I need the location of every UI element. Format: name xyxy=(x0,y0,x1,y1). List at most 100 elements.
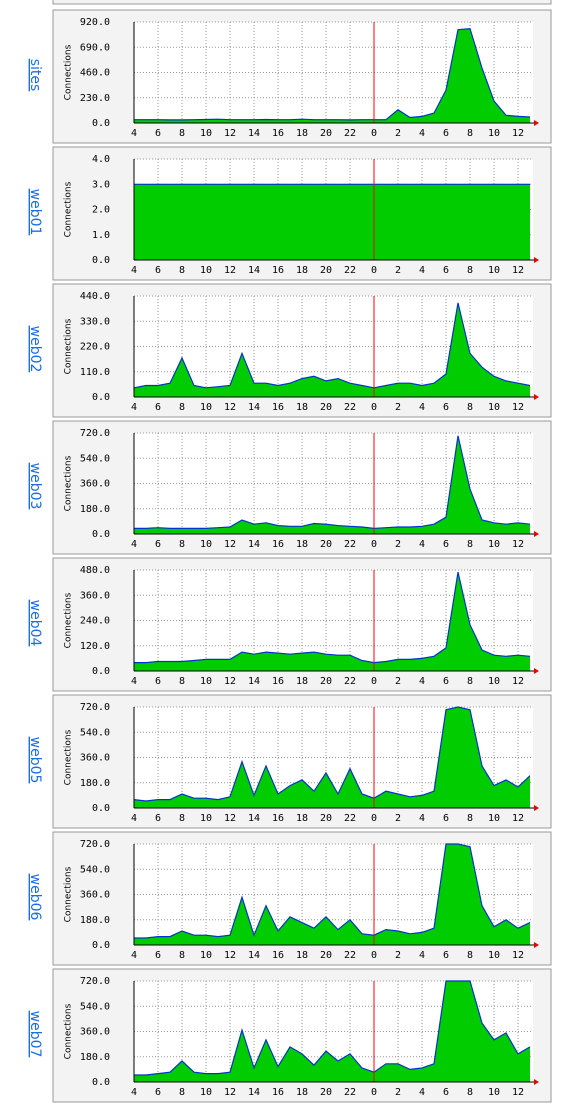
x-tick-label: 18 xyxy=(296,1087,308,1098)
area xyxy=(134,844,530,945)
y-tick-label: 0.0 xyxy=(92,529,110,540)
x-tick-label: 6 xyxy=(155,128,161,139)
x-tick-label: 4 xyxy=(131,265,137,276)
y-tick-label: 330.0 xyxy=(80,316,110,327)
host-link[interactable]: web05 xyxy=(27,737,43,784)
y-tick-label: 460.0 xyxy=(80,68,110,79)
graph-panel: web01 0.0 1.0 2.0 3.0 4.0 4 6 8 10 12 14 16 18 20 22 0 2 4… xyxy=(27,146,552,281)
line xyxy=(134,843,531,939)
x-tick-label: 4 xyxy=(131,813,137,824)
y-axis-label: Connections xyxy=(64,592,74,648)
area xyxy=(134,981,530,1082)
y-tick-label: 720.0 xyxy=(80,976,110,987)
x-tick-label: 20 xyxy=(320,128,332,139)
host-link[interactable]: sites xyxy=(27,59,43,92)
x-tick-label: 10 xyxy=(488,676,500,687)
x-tick-label: 4 xyxy=(419,402,425,413)
line xyxy=(134,27,531,121)
x-tick-label: 10 xyxy=(200,539,212,550)
x-tick-label: 16 xyxy=(272,539,284,550)
x-tick-label: 16 xyxy=(272,128,284,139)
host-link[interactable]: web06 xyxy=(27,874,43,921)
x-tick-label: 8 xyxy=(179,813,185,824)
x-tick-label: 22 xyxy=(344,950,356,961)
x-tick-label: 20 xyxy=(320,950,332,961)
area xyxy=(134,572,530,671)
x-tick-label: 8 xyxy=(467,128,473,139)
x-tick-label: 8 xyxy=(467,813,473,824)
x-tick-label: 2 xyxy=(395,1087,401,1098)
y-tick-label: 220.0 xyxy=(80,342,110,353)
x-tick-label: 4 xyxy=(419,128,425,139)
x-tick-label: 6 xyxy=(155,539,161,550)
area xyxy=(134,28,530,124)
y-tick-label: 2.0 xyxy=(92,205,110,216)
x-tick-label: 4 xyxy=(131,128,137,139)
x-tick-label: 0 xyxy=(371,265,377,276)
x-tick-label: 4 xyxy=(419,265,425,276)
host-link[interactable]: web03 xyxy=(27,463,43,510)
x-tick-label: 4 xyxy=(419,813,425,824)
x-tick-label: 20 xyxy=(320,539,332,550)
x-tick-label: 22 xyxy=(344,128,356,139)
x-tick-label: 2 xyxy=(395,813,401,824)
x-tick-label: 14 xyxy=(248,950,260,961)
y-tick-label: 4.0 xyxy=(92,154,110,165)
y-axis-label: Connections xyxy=(64,1003,74,1059)
x-tick-label: 16 xyxy=(272,950,284,961)
x-tick-label: 8 xyxy=(179,128,185,139)
x-tick-label: 18 xyxy=(296,265,308,276)
x-tick-label: 0 xyxy=(371,950,377,961)
x-tick-label: 10 xyxy=(488,813,500,824)
axis-arrow xyxy=(534,257,539,263)
x-tick-label: 16 xyxy=(272,1087,284,1098)
line xyxy=(133,706,531,802)
x-tick-label: 2 xyxy=(395,128,401,139)
x-tick-label: 6 xyxy=(443,402,449,413)
x-tick-label: 10 xyxy=(200,402,212,413)
host-link[interactable]: web01 xyxy=(27,189,43,236)
axis-arrow xyxy=(534,668,539,674)
x-tick-label: 20 xyxy=(320,265,332,276)
x-tick-label: 8 xyxy=(467,950,473,961)
x-tick-label: 4 xyxy=(419,950,425,961)
y-tick-label: 540.0 xyxy=(80,864,110,875)
y-tick-label: 120.0 xyxy=(80,641,110,652)
y-tick-label: 720.0 xyxy=(80,839,110,850)
x-tick-label: 12 xyxy=(224,539,236,550)
x-tick-label: 4 xyxy=(131,402,137,413)
x-tick-label: 18 xyxy=(296,813,308,824)
x-tick-label: 4 xyxy=(419,676,425,687)
graph-panel: web02 0.0 110.0 220.0 330.0 440.0 4 6 8 10 12 14 16 1… xyxy=(27,283,552,418)
x-tick-label: 12 xyxy=(512,676,524,687)
x-tick-label: 6 xyxy=(443,813,449,824)
x-tick-label: 14 xyxy=(248,539,260,550)
y-tick-label: 440.0 xyxy=(80,291,110,302)
x-tick-label: 2 xyxy=(395,539,401,550)
x-tick-label: 16 xyxy=(272,813,284,824)
x-tick-label: 2 xyxy=(395,402,401,413)
x-tick-label: 2 xyxy=(395,950,401,961)
y-tick-label: 3.0 xyxy=(92,179,110,190)
y-tick-label: 180.0 xyxy=(80,504,110,515)
x-tick-label: 10 xyxy=(488,1087,500,1098)
x-tick-label: 0 xyxy=(371,539,377,550)
y-tick-label: 690.0 xyxy=(80,42,110,53)
previous-panel xyxy=(52,0,552,5)
x-tick-label: 8 xyxy=(179,950,185,961)
host-link[interactable]: web04 xyxy=(27,600,43,647)
x-tick-label: 10 xyxy=(488,265,500,276)
x-tick-label: 12 xyxy=(224,1087,236,1098)
x-tick-label: 10 xyxy=(200,676,212,687)
x-tick-label: 6 xyxy=(443,539,449,550)
x-tick-label: 10 xyxy=(488,950,500,961)
y-tick-label: 0.0 xyxy=(92,255,110,266)
x-tick-label: 8 xyxy=(467,539,473,550)
x-tick-label: 6 xyxy=(155,676,161,687)
x-tick-label: 4 xyxy=(131,1087,137,1098)
host-link[interactable]: web02 xyxy=(27,326,43,373)
host-link[interactable]: web07 xyxy=(27,1011,43,1058)
x-tick-label: 14 xyxy=(248,676,260,687)
x-tick-label: 6 xyxy=(443,950,449,961)
x-tick-label: 8 xyxy=(179,1087,185,1098)
